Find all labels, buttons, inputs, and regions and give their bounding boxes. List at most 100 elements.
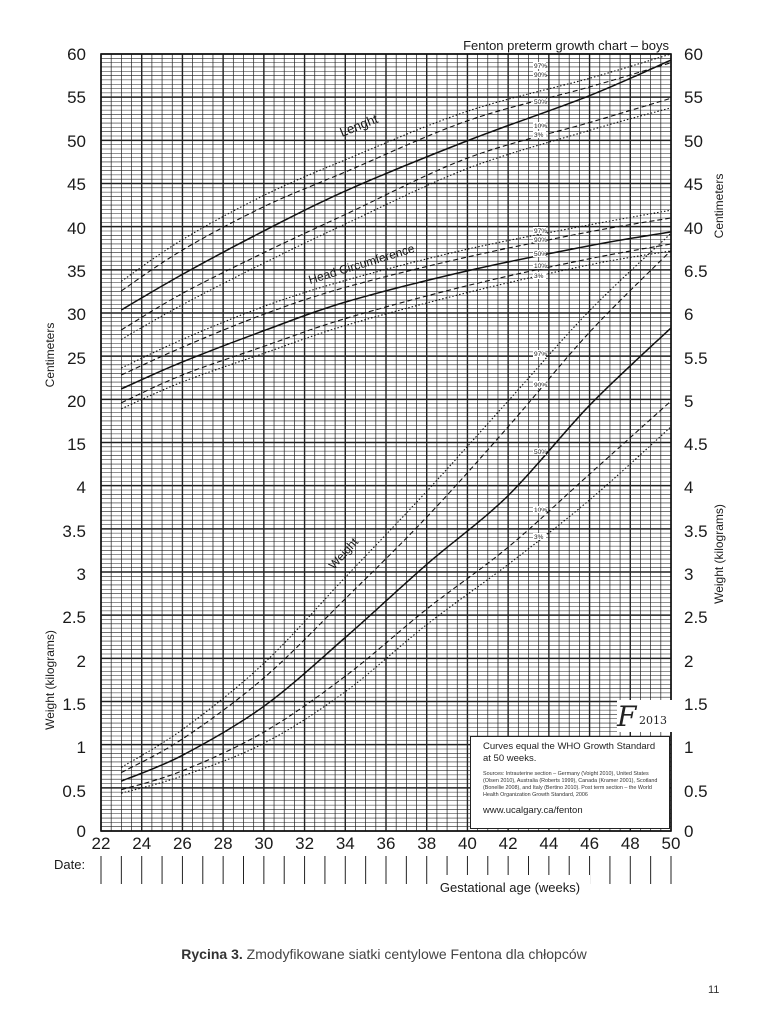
left-axis-label-cm: Centimeters	[43, 323, 57, 388]
chart-curves	[120, 53, 672, 794]
right-tick-label: 4.5	[684, 435, 708, 454]
weight-pct-label: 3%	[534, 534, 544, 541]
curve-length-97	[121, 53, 672, 282]
right-tick-label: 5.5	[684, 349, 708, 368]
length-pct-label: 97%	[534, 63, 547, 70]
curve-length-90	[121, 62, 672, 292]
left-tick-label: 2.5	[62, 608, 86, 627]
length-pct-label-bg	[533, 122, 546, 129]
curve-head-3	[121, 250, 672, 410]
x-tick-label: 44	[539, 834, 558, 853]
x-tick-label: 36	[377, 834, 396, 853]
right-tick-label: 1.5	[684, 695, 708, 714]
right-tick-label: 55	[684, 88, 703, 107]
head-pct-label-bg	[533, 236, 546, 243]
date-label: Date:	[54, 857, 85, 872]
left-tick-label: 20	[67, 392, 86, 411]
x-tick-label: 50	[662, 834, 681, 853]
weight-pct-label: 10%	[534, 507, 547, 514]
right-tick-label: 2.5	[684, 608, 708, 627]
fenton-logo: F 2013	[617, 700, 677, 733]
right-tick-label: 4	[684, 478, 693, 497]
x-tick-label: 48	[621, 834, 640, 853]
right-tick-label: 45	[684, 175, 703, 194]
length-pct-label: 50%	[534, 99, 547, 106]
head-pct-label: 97%	[534, 228, 547, 235]
weight-pct-label-bg	[533, 381, 546, 388]
head-pct-label-bg	[533, 272, 546, 279]
caption-bold: Rycina 3.	[181, 946, 243, 962]
right-tick-label: 1	[684, 738, 693, 757]
curve-head-10	[121, 243, 672, 404]
x-tick-label: 26	[173, 834, 192, 853]
left-tick-label: 2	[77, 652, 86, 671]
weight-pct-label-bg	[533, 350, 546, 357]
logo-letter: F	[617, 700, 637, 733]
left-tick-label: 0	[77, 822, 86, 841]
figure-caption: Rycina 3. Zmodyfikowane siatki centylowe…	[0, 946, 768, 962]
right-tick-label: 3	[684, 565, 693, 584]
x-tick-label: 34	[336, 834, 355, 853]
caption-text: Zmodyfikowane siatki centylowe Fentona d…	[242, 946, 587, 962]
chart-title: Fenton preterm growth chart – boys	[463, 38, 669, 53]
x-tick-label: 42	[499, 834, 518, 853]
weight-pct-label: 90%	[534, 382, 547, 389]
right-tick-label: 60	[684, 45, 703, 64]
chart-grid	[100, 53, 672, 832]
left-tick-label: 50	[67, 132, 86, 151]
curve-weight-50	[121, 327, 672, 782]
page-number: 11	[708, 984, 720, 996]
plot-frame	[100, 53, 672, 832]
curve-head-50	[121, 231, 672, 390]
left-tick-label: 3.5	[62, 522, 86, 541]
info-lead: Curves equal the WHO Growth Standard at …	[483, 741, 656, 764]
x-tick-label: 40	[458, 834, 477, 853]
right-tick-label: 2	[684, 652, 693, 671]
curve-weight-90	[121, 250, 672, 774]
curve-head-90	[121, 217, 672, 376]
x-tick-label: 32	[295, 834, 314, 853]
x-tick-label: 30	[254, 834, 273, 853]
head-pct-label: 90%	[534, 237, 547, 244]
length-pct-label: 3%	[534, 132, 544, 139]
left-tick-label: 0.5	[62, 782, 86, 801]
length-pct-label-bg	[533, 62, 546, 69]
left-tick-label: 40	[67, 219, 86, 238]
length-pct-label-bg	[533, 131, 546, 138]
weight-pct-label-bg	[533, 533, 546, 540]
head-pct-label-bg	[533, 250, 546, 257]
info-url: www.ucalgary.ca/fenton	[483, 805, 583, 816]
length-pct-label-bg	[533, 98, 546, 105]
x-axis-label: Gestational age (weeks)	[440, 880, 580, 895]
x-tick-label: 38	[417, 834, 436, 853]
left-tick-label: 30	[67, 305, 86, 324]
x-axis-label-bg	[430, 875, 590, 895]
right-tick-label: 50	[684, 132, 703, 151]
left-tick-label: 35	[67, 262, 86, 281]
x-tick-label: 46	[580, 834, 599, 853]
left-tick-label: 55	[67, 88, 86, 107]
info-sources: Sources: Intrauterine section – Germany …	[483, 771, 658, 798]
length-pct-label: 10%	[534, 123, 547, 130]
curve-length-10	[121, 97, 672, 331]
title-bg	[440, 36, 672, 53]
left-tick-label: 15	[67, 435, 86, 454]
head-pct-label-bg	[533, 227, 546, 234]
weight-pct-label-bg	[533, 506, 546, 513]
curve-length-3	[121, 107, 672, 340]
right-tick-label: 6	[684, 305, 693, 324]
right-axis-label-kg: Weight (kilograms)	[712, 504, 726, 604]
right-tick-label: 0.5	[684, 782, 708, 801]
head-pct-label: 3%	[534, 273, 544, 280]
curve-weight-97	[121, 232, 672, 768]
length-curve-label: Lenght	[338, 111, 381, 140]
x-tick-label: 24	[132, 834, 151, 853]
left-tick-label: 60	[67, 45, 86, 64]
head-pct-label: 50%	[534, 251, 547, 258]
logo-year: 2013	[639, 714, 667, 727]
right-tick-label: 0	[684, 822, 693, 841]
right-tick-label: 3.5	[684, 522, 708, 541]
left-axis-label-kg: Weight (kilograms)	[43, 630, 57, 730]
head-pct-label-bg	[533, 262, 546, 269]
